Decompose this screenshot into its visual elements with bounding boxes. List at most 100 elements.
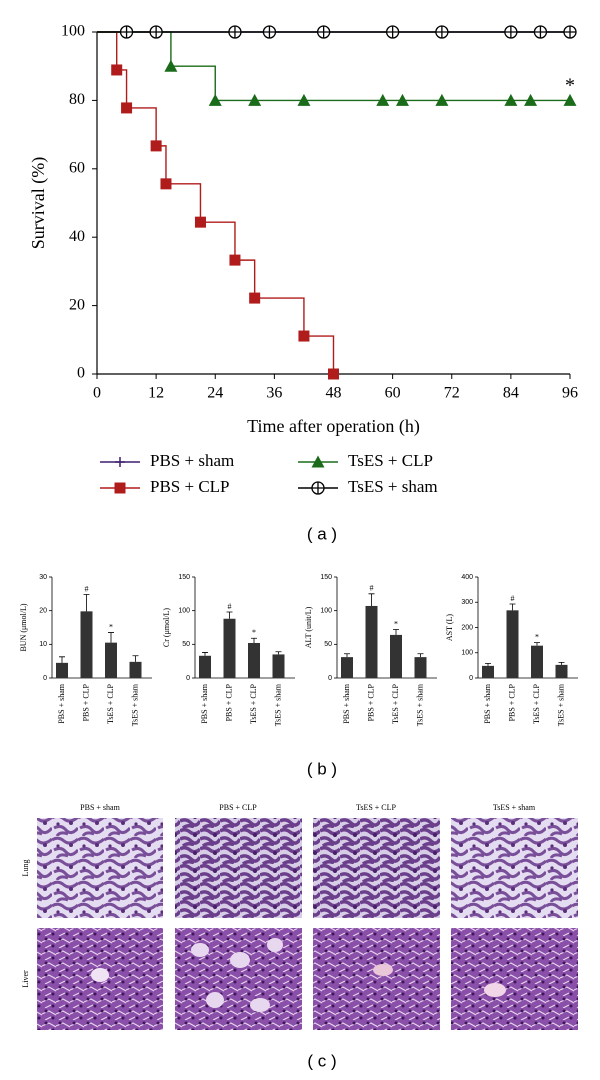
y-tick-label: 40 [69,228,85,245]
marker [376,93,390,106]
marker [119,25,134,39]
y-tick-label: 30 [39,574,47,581]
x-tick-label: TsES + CLP [532,683,541,724]
y-tick-label: 50 [324,641,332,648]
error-bar [226,611,233,619]
error-bar [485,662,491,666]
panel-label: ( b ) [307,759,337,778]
bar [248,642,260,678]
bar [272,654,285,678]
y-axis-label: BUN (μmol/L) [19,603,28,651]
x-tick-label: PBS + sham [342,683,351,723]
bar [506,610,519,678]
marker [385,25,400,39]
bar [365,605,378,678]
error-bar [59,656,65,663]
x-tick-label: TsES + sham [273,683,282,726]
x-tick-label: TsES + CLP [391,683,400,724]
x-tick-label: 12 [148,385,164,402]
image [451,818,578,918]
bar [555,664,568,678]
marker [563,93,577,106]
series-line [97,31,335,374]
column-label: TsES + CLP [356,803,397,812]
error-bar [534,642,540,646]
marker [533,25,548,39]
marker [311,455,325,468]
x-tick-label: 24 [207,385,223,402]
y-tick-label: 60 [69,159,85,176]
error-bar [132,655,139,662]
marker [504,93,518,106]
x-tick-label: PBS + CLP [366,683,375,721]
marker [111,64,123,76]
y-tick-label: 100 [61,23,85,40]
legend-label: PBS + CLP [150,477,230,496]
x-tick-label: PBS + sham [483,683,492,723]
x-tick-label: TsES + CLP [106,683,115,724]
error-bar [558,661,565,665]
marker [249,292,261,304]
image-detail [484,983,506,997]
column-label: TsES + sham [493,803,536,812]
significance: * [394,619,398,628]
bar [199,655,211,678]
marker [160,178,172,190]
x-tick-label: 0 [93,385,101,402]
image-detail [91,968,109,982]
image-detail [373,964,393,976]
significance: # [85,584,89,593]
y-tick-label: 80 [69,91,85,108]
y-axis-label: Survival (%) [28,157,49,249]
panel-label: ( c ) [307,1051,336,1070]
y-tick-label: 0 [43,675,47,682]
image-detail [191,938,283,1012]
bar [390,634,402,678]
y-tick-label: 100 [461,650,473,657]
error-bar [344,653,350,658]
marker [262,25,277,39]
y-tick-label: 50 [182,641,190,648]
y-axis-label: Cr (μmol/L) [162,608,171,648]
x-axis-label: Time after operation (h) [247,416,420,437]
marker [395,93,409,106]
annotation: * [565,74,575,96]
y-tick-label: 20 [69,296,85,313]
x-tick-label: PBS + CLP [81,683,90,721]
y-tick-label: 10 [39,641,47,648]
y-tick-label: 300 [461,599,473,606]
error-bar [509,603,516,611]
error-bar [368,593,375,606]
marker [248,93,262,106]
bar [341,657,353,678]
y-tick-label: 400 [461,574,473,581]
bar [223,618,236,678]
marker [164,59,178,72]
marker [311,481,325,495]
x-tick-label: 36 [266,385,282,402]
image [313,928,440,1030]
bar [531,645,543,678]
x-tick-label: 60 [385,385,401,402]
bar [414,657,427,678]
x-tick-label: PBS + CLP [224,683,233,721]
error-bar [275,651,282,655]
bar [80,611,93,678]
y-tick-label: 150 [320,574,332,581]
column-label: PBS + sham [80,803,120,812]
column-label: PBS + CLP [219,803,257,812]
x-tick-label: PBS + sham [200,683,209,723]
error-bar [83,594,90,612]
bar [129,661,142,678]
marker [114,482,126,494]
x-tick-label: TsES + CLP [249,683,258,724]
marker [524,93,538,106]
x-tick-label: 84 [503,385,519,402]
marker [316,25,331,39]
significance: # [228,602,232,611]
significance: # [511,594,515,603]
image [175,818,302,918]
histology-images [37,818,578,1030]
y-axis-label: AST (L) [445,614,454,642]
marker [208,93,222,106]
